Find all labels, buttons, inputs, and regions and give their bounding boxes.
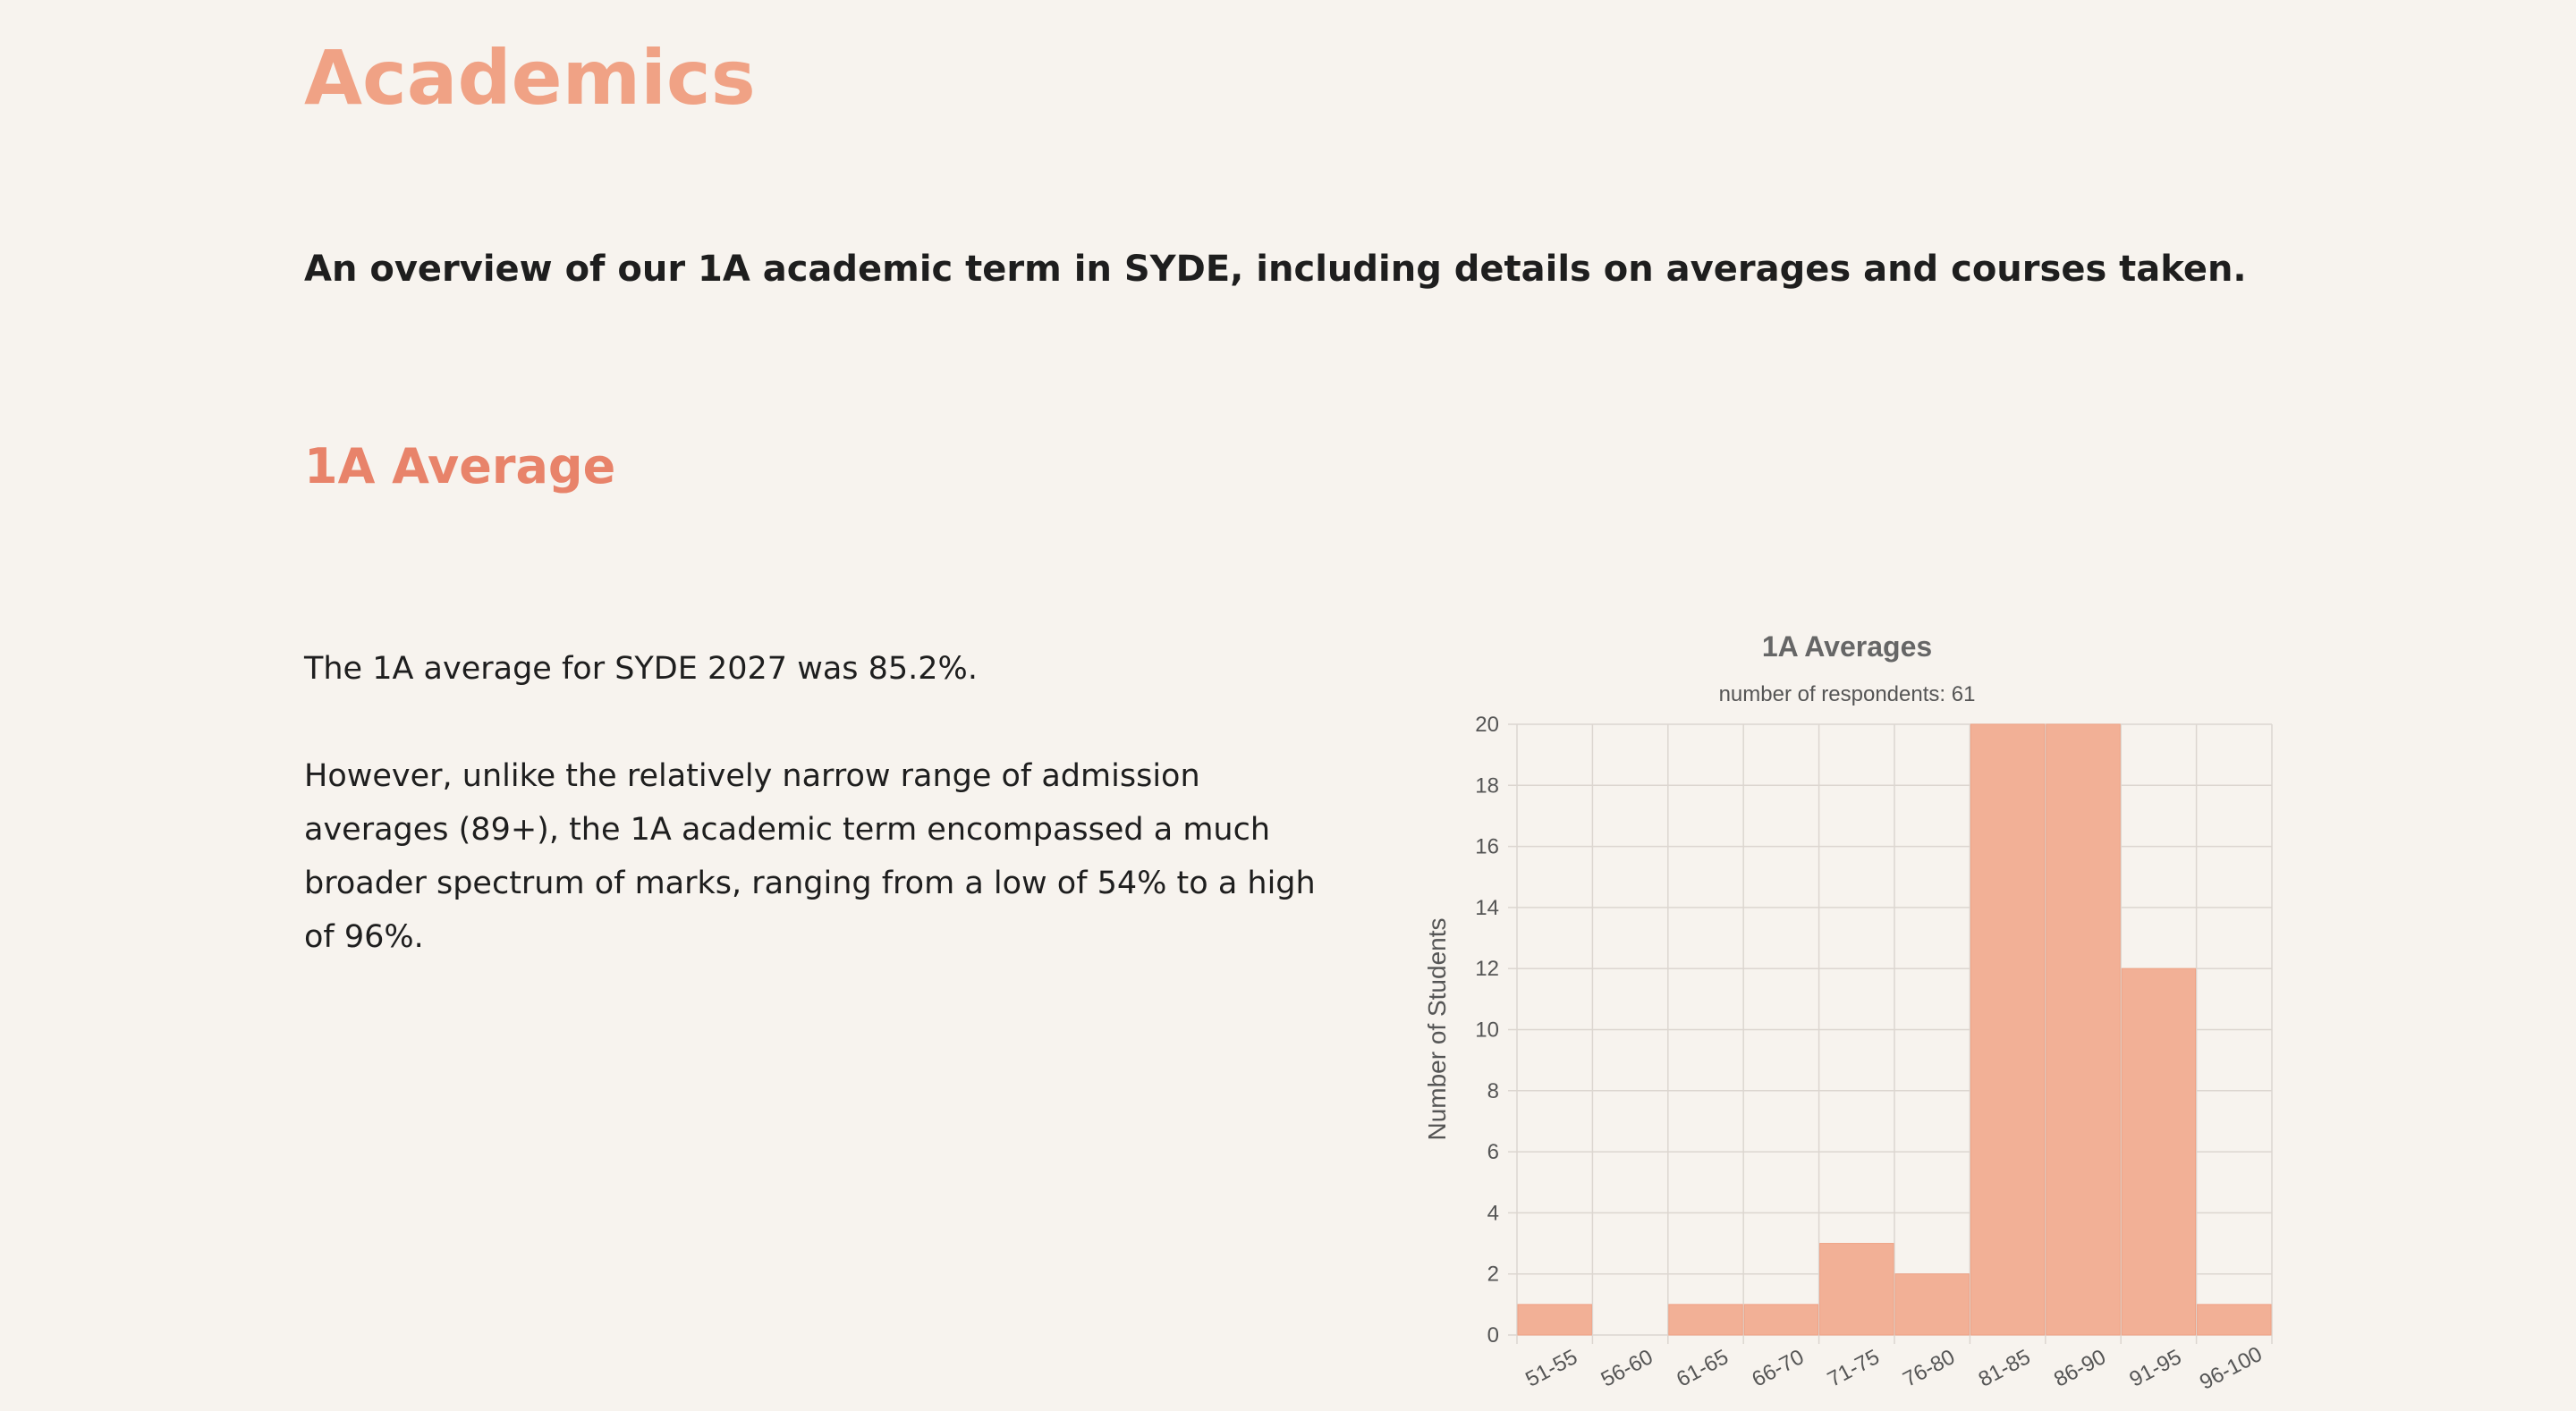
chart-svg: 0 2 4 6 8 10 12 14 16 18 20 51-55 56-60 61-65 66-70 71-… [1423, 630, 2273, 1395]
bar-91-95[interactable] [2121, 967, 2197, 1336]
x-tick-label: 96-100 [2196, 1342, 2267, 1395]
chart-bars [1517, 723, 2272, 1336]
page-subtitle: An overview of our 1A academic term in S… [304, 249, 2247, 290]
x-tick-label: 91-95 [2125, 1345, 2185, 1392]
x-tick-label: 56-60 [1597, 1345, 1657, 1392]
y-tick-label: 18 [1475, 773, 1499, 798]
x-tick-label: 71-75 [1824, 1345, 1884, 1392]
bar-86-90[interactable] [2046, 723, 2121, 1336]
bar-66-70[interactable] [1743, 1304, 1819, 1336]
x-tick-label: 66-70 [1748, 1345, 1808, 1392]
x-tick-label: 76-80 [1899, 1345, 1959, 1392]
chart-title: 1A Averages [1762, 630, 1932, 663]
y-tick-label: 2 [1487, 1263, 1499, 1287]
chart-subtitle: number of respondents: 61 [1719, 682, 1976, 706]
y-tick-label: 16 [1475, 835, 1499, 859]
x-tick-label: 51-55 [1521, 1345, 1581, 1392]
average-paragraph: The 1A average for SYDE 2027 was 85.2%. [304, 651, 978, 687]
bar-81-85[interactable] [1970, 723, 2046, 1336]
x-tick-label: 86-90 [2050, 1345, 2110, 1392]
y-tick-label: 0 [1487, 1323, 1499, 1348]
bar-96-100[interactable] [2197, 1304, 2272, 1336]
y-tick-label: 6 [1487, 1140, 1499, 1164]
bar-51-55[interactable] [1517, 1304, 1592, 1336]
y-tick-label: 10 [1475, 1018, 1499, 1043]
y-tick-label: 14 [1475, 896, 1499, 920]
y-tick-label: 12 [1475, 957, 1499, 981]
x-tick-label: 61-65 [1673, 1345, 1733, 1392]
y-axis-label: Number of Students [1423, 917, 1451, 1140]
page-title: Academics [304, 34, 756, 122]
section-title: 1A Average [304, 438, 616, 494]
y-tick-label: 4 [1487, 1201, 1499, 1225]
bar-71-75[interactable] [1819, 1243, 1894, 1336]
chart-grid [1508, 723, 2273, 1344]
y-tick-label: 20 [1475, 713, 1499, 737]
bar-61-65[interactable] [1668, 1304, 1743, 1336]
range-paragraph: However, unlike the relatively narrow ra… [304, 758, 1316, 955]
bar-76-80[interactable] [1894, 1273, 1970, 1336]
y-tick-label: 8 [1487, 1079, 1499, 1103]
averages-chart: 0 2 4 6 8 10 12 14 16 18 20 51-55 56-60 61-65 66-70 71-… [1413, 617, 2290, 1411]
x-tick-label: 81-85 [1975, 1345, 2035, 1392]
